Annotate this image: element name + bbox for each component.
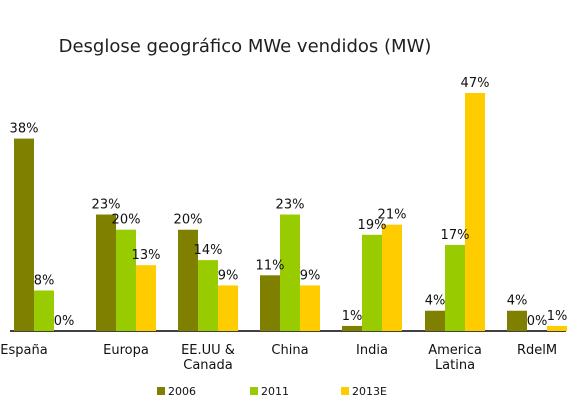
data-label-2006-4: 1% [342, 309, 363, 324]
bar-2006-5 [425, 310, 445, 331]
data-label-2006-3: 11% [256, 258, 285, 273]
legend-label-2006: 2006 [168, 385, 196, 398]
bar-2013E-5 [465, 93, 485, 331]
data-label-2011-2: 14% [194, 243, 223, 258]
category-label-6-0: RdelM [517, 343, 557, 358]
category-label-3-0: China [271, 343, 308, 358]
data-label-2013E-0: 0% [54, 314, 75, 329]
category-label-2-0: EE.UU & [181, 343, 235, 358]
bar-2013E-6 [547, 325, 567, 331]
category-labels-group: España Europa EE.UU &Canada China India Ameri… [0, 343, 557, 373]
bar-2006-1 [96, 214, 116, 331]
data-label-2013E-4: 21% [378, 208, 407, 223]
legend-label-2011: 2011 [261, 385, 289, 398]
legend: 2006 2011 2013E [157, 385, 387, 398]
data-label-2013E-1: 13% [132, 248, 161, 263]
category-label-5-1: Latina [435, 358, 475, 373]
bar-2006-3 [260, 275, 280, 331]
data-label-2011-1: 20% [112, 213, 141, 228]
data-label-2011-5: 17% [441, 228, 470, 243]
category-label-1-0: Europa [103, 343, 149, 358]
bar-2011-0 [34, 290, 54, 331]
bar-2011-2 [198, 260, 218, 331]
data-label-2006-5: 4% [425, 294, 446, 309]
bar-2013E-1 [136, 265, 156, 331]
bar-2013E-3 [300, 285, 320, 331]
data-label-2006-0: 38% [10, 122, 39, 137]
bar-2011-5 [445, 244, 465, 331]
data-label-2011-3: 23% [276, 198, 305, 213]
data-label-2006-1: 23% [92, 198, 121, 213]
data-label-2006-2: 20% [174, 213, 203, 228]
bars-group [14, 93, 567, 331]
bar-2011-1 [116, 229, 136, 331]
data-label-2006-6: 4% [507, 294, 528, 309]
legend-swatch-2013E [341, 387, 349, 395]
bar-2011-3 [280, 214, 300, 331]
category-label-2-1: Canada [183, 358, 232, 373]
data-label-2013E-2: 9% [218, 268, 239, 283]
bar-2013E-2 [218, 285, 238, 331]
category-label-5-0: America [428, 343, 482, 358]
bar-2006-0 [14, 138, 34, 331]
bar-2006-2 [178, 229, 198, 331]
bar-2013E-4 [382, 224, 402, 331]
data-label-2011-4: 19% [358, 218, 387, 233]
data-label-2013E-6: 1% [547, 309, 568, 324]
chart-title: Desglose geográfico MWe vendidos (MW) [59, 36, 432, 57]
data-label-2013E-5: 47% [461, 76, 490, 91]
data-label-2011-0: 8% [34, 273, 55, 288]
category-label-4-0: India [356, 343, 388, 358]
legend-swatch-2011 [250, 387, 258, 395]
legend-label-2013E: 2013E [352, 385, 387, 398]
bar-2006-6 [507, 310, 527, 331]
legend-swatch-2006 [157, 387, 165, 395]
category-label-0-0: España [0, 343, 47, 358]
bar-2011-4 [362, 234, 382, 331]
data-label-2013E-3: 9% [300, 268, 321, 283]
bar-2006-4 [342, 325, 362, 331]
data-labels-group: 38%8%0%23%20%13%20%14%9%11%23%9%1%19%21%… [10, 76, 568, 329]
data-label-2011-6: 0% [527, 314, 548, 329]
